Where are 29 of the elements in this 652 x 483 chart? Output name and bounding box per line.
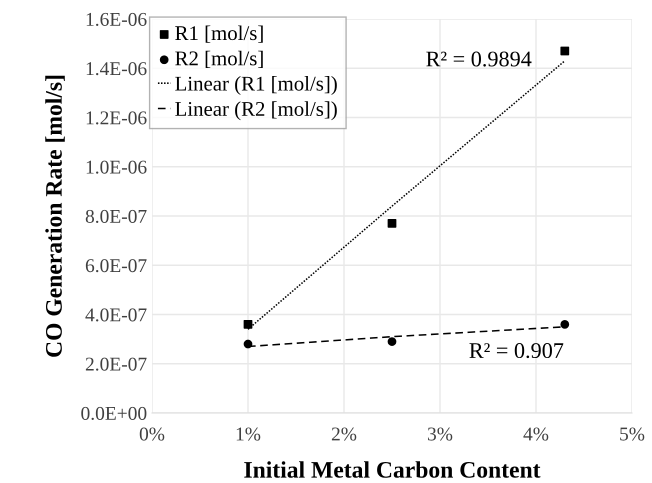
- y-tick-label: 0.0E+00: [81, 406, 146, 420]
- y-tick-label: 2.0E-07: [86, 358, 147, 371]
- annotation: R² = 0.907: [469, 343, 564, 358]
- legend-label: R1 [mol/s]: [175, 25, 263, 43]
- y-tick-label: 8.0E-07: [86, 210, 147, 224]
- y-tick-label: 1.6E-06: [86, 12, 147, 26]
- y-tick-label: 1.4E-06: [86, 62, 147, 76]
- x-tick-label: 0%: [140, 427, 164, 441]
- x-tick-label: 1%: [236, 427, 260, 441]
- y-axis-title: CO Generation Rate [mol/s]: [45, 76, 65, 357]
- y-tick-label: 4.0E-07: [85, 308, 147, 322]
- legend-label: Linear (R2 [mol/s]): [175, 101, 337, 120]
- x-tick-label: 2%: [332, 427, 356, 441]
- point: [560, 46, 570, 56]
- y-tick-label: 1.0E-06: [86, 160, 147, 174]
- annotation: R² = 0.9894: [426, 52, 532, 67]
- x-tick-label: 3%: [428, 427, 452, 441]
- y-tick-label: 1.2E-06: [86, 111, 147, 125]
- legend-label: R2 [mol/s]: [175, 50, 263, 68]
- point: [388, 337, 396, 346]
- point: [244, 320, 252, 329]
- y-tick-label: 6.0E-07: [86, 259, 147, 272]
- x-tick-label: 4%: [523, 427, 548, 441]
- point: [560, 320, 570, 329]
- legend-label: Linear (R1 [mol/s]): [175, 76, 337, 95]
- point: [388, 219, 396, 228]
- x-axis-title: Initial Metal Carbon Content: [244, 461, 540, 478]
- point: [244, 340, 252, 348]
- x-tick-label: 5%: [620, 427, 644, 441]
